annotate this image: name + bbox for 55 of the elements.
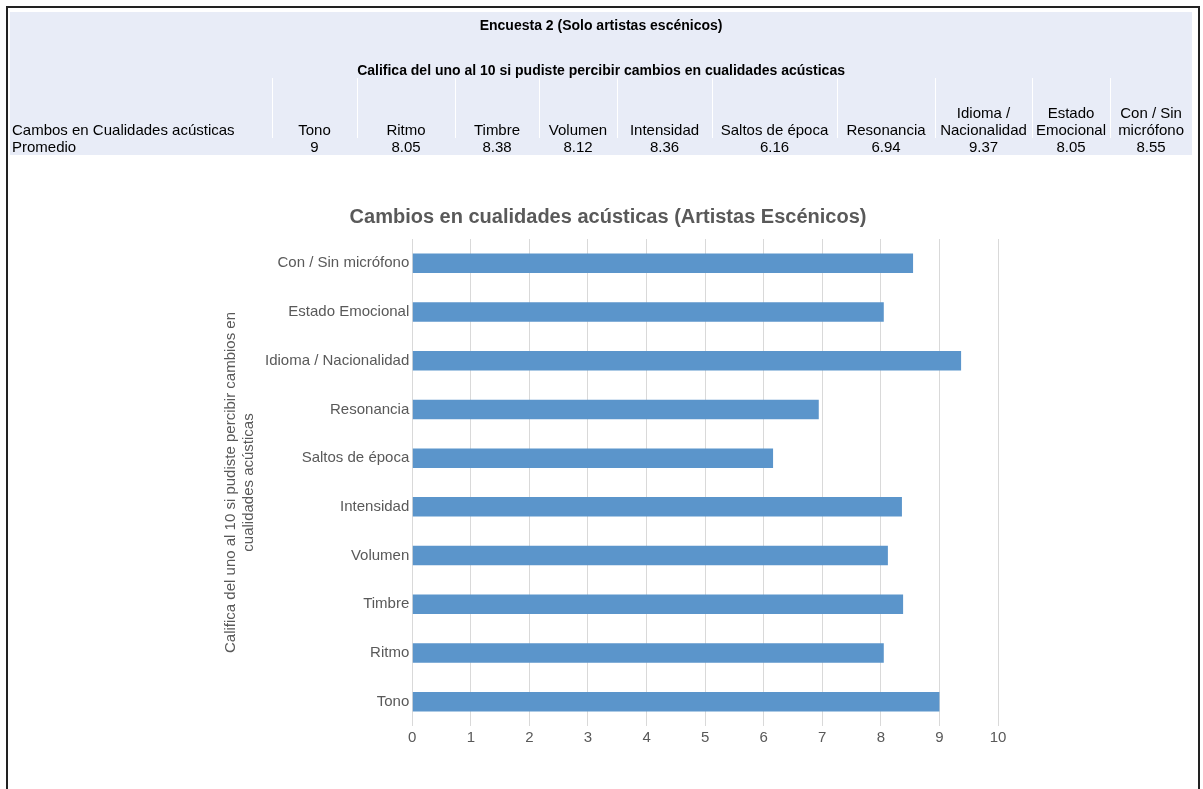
- data-label: 6.16: [712, 138, 837, 155]
- x-tick-label: 0: [408, 728, 417, 746]
- text: Cambos en Cualidades acústicas: [10, 78, 272, 138]
- bar: [412, 497, 902, 517]
- chart-title: Cambios en cualidades acústicas (Artistas Escénicos): [349, 204, 867, 227]
- y-tick-label: Ritmo: [370, 643, 410, 661]
- category-label: Estado Emocional: [1032, 78, 1110, 138]
- data-label: 8.36: [617, 138, 712, 155]
- y-tick-label: Saltos de época: [301, 448, 410, 466]
- data-label: 8.55: [1110, 138, 1193, 155]
- y-tick-label: Idioma / Nacionalidad: [264, 350, 410, 368]
- y-tick-label: Volumen: [350, 545, 410, 563]
- bar: [412, 691, 940, 712]
- y-tick-label: Intensidad: [340, 496, 410, 514]
- text: Promedio: [10, 138, 272, 155]
- data-label: 8.05: [1032, 138, 1110, 155]
- y-axis-title: Califica del uno al 10 si pudiste percibir cambios en cualidades acústicas: [221, 311, 257, 654]
- bar: [412, 643, 884, 663]
- y-tick-label: Resonancia: [330, 399, 410, 417]
- data-label: 8.38: [455, 138, 539, 155]
- bar: [412, 594, 904, 614]
- data-label: 8.05: [357, 138, 455, 155]
- x-tick-label: 6: [759, 728, 768, 746]
- x-tick-label: 4: [642, 728, 651, 746]
- x-tick-label: 1: [466, 728, 475, 746]
- bar: [412, 351, 962, 371]
- category-label: Timbre: [455, 78, 539, 138]
- category-label: Volumen: [539, 78, 617, 138]
- data-label: 9.37: [935, 138, 1032, 155]
- bar: [412, 545, 888, 566]
- data-label: 8.12: [539, 138, 617, 155]
- category-label: Intensidad: [617, 78, 712, 138]
- x-tick-label: 10: [989, 728, 1007, 746]
- bar: [412, 448, 774, 468]
- x-tick-label: 3: [583, 728, 593, 746]
- y-tick-label: Tono: [376, 691, 410, 709]
- text: Califica del uno al 10 si pudiste percibir cambios en cualidades acústicas: [10, 38, 1193, 78]
- bar: [412, 399, 819, 420]
- category-label: Resonancia: [837, 78, 935, 138]
- x-tick-label: 8: [876, 728, 886, 746]
- text: Encuesta 2 (Solo artistas escénicos): [10, 12, 1193, 38]
- bar: [412, 253, 914, 274]
- y-tick-label: Con / Sin micrófono: [277, 253, 410, 271]
- x-tick-label: 7: [818, 728, 827, 746]
- data-label: 6.94: [837, 138, 935, 155]
- category-label: Saltos de época: [712, 78, 837, 138]
- y-tick-label: Estado Emocional: [288, 302, 410, 320]
- x-tick-label: 2: [525, 728, 534, 746]
- category-label: Con / Sin micrófono: [1110, 78, 1193, 138]
- bar: [412, 302, 884, 322]
- x-tick-label: 5: [700, 728, 710, 746]
- category-label: Idioma / Nacionalidad: [935, 78, 1032, 138]
- x-tick-label: 9: [935, 728, 944, 746]
- y-tick-label: Timbre: [363, 594, 410, 612]
- data-label: 9: [272, 138, 357, 155]
